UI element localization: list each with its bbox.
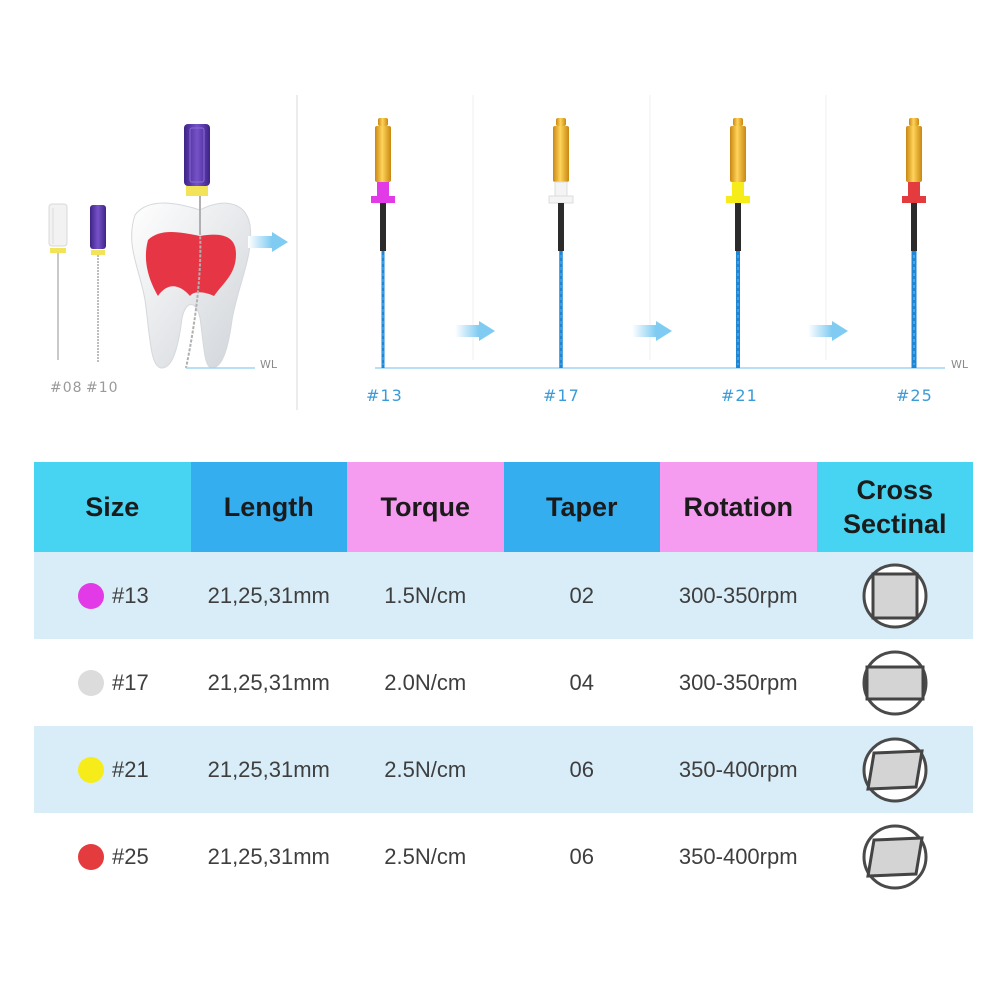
parallelogram-cross-section-icon bbox=[862, 824, 928, 889]
table-row: #25 21,25,31mm 2.5N/cm 06 350-400rpm bbox=[34, 813, 973, 900]
table-row: #21 21,25,31mm 2.5N/cm 06 350-400rpm bbox=[34, 726, 973, 813]
torque-cell: 2.5N/cm bbox=[384, 843, 467, 869]
arrow-icon bbox=[455, 321, 495, 341]
header-taper: Taper bbox=[503, 462, 660, 552]
cross-section-cell bbox=[817, 726, 974, 813]
header-length: Length bbox=[190, 462, 347, 552]
taper-cell: 04 bbox=[569, 669, 594, 695]
hand-file-10-icon bbox=[90, 205, 106, 362]
size-color-dot bbox=[78, 582, 104, 609]
taper-cell: 06 bbox=[569, 843, 594, 869]
rotation-cell: 350-400rpm bbox=[678, 756, 798, 782]
size-value: #17 bbox=[112, 669, 149, 695]
rotation-cell: 350-400rpm bbox=[678, 843, 798, 869]
size-cell: #17 bbox=[34, 639, 191, 726]
cross-section-cell bbox=[817, 552, 974, 639]
size-value: #13 bbox=[112, 582, 149, 608]
size-color-dot bbox=[78, 843, 104, 870]
size-cell: #25 bbox=[34, 813, 191, 900]
rotary-file-17-icon bbox=[548, 118, 574, 368]
taper-cell: 02 bbox=[569, 582, 594, 608]
header-rotation: Rotation bbox=[660, 462, 817, 552]
table-row: #17 21,25,31mm 2.0N/cm 04 300-350rpm bbox=[34, 639, 973, 726]
rotation-cell: 300-350rpm bbox=[678, 582, 798, 608]
torque-cell: 2.0N/cm bbox=[384, 669, 467, 695]
torque-cell: 1.5N/cm bbox=[384, 582, 467, 608]
arrow-icon bbox=[632, 321, 672, 341]
file-illustration: #08 #10 WL WL #13 #17 #21 #25 bbox=[0, 0, 1000, 440]
rotary-file-label: #13 bbox=[366, 386, 403, 405]
rotary-file-label: #25 bbox=[896, 386, 933, 405]
header-cross-section: Cross Sectinal bbox=[816, 462, 973, 552]
size-color-dot bbox=[78, 756, 104, 783]
header-size: Size bbox=[34, 462, 191, 552]
cross-section-cell bbox=[817, 639, 974, 726]
rectangle-cross-section-icon bbox=[862, 650, 928, 715]
rotary-file-label: #21 bbox=[721, 386, 758, 405]
cross-section-cell bbox=[817, 813, 974, 900]
taper-cell: 06 bbox=[569, 756, 594, 782]
length-cell: 21,25,31mm bbox=[207, 756, 330, 782]
header-torque: Torque bbox=[347, 462, 504, 552]
illustration-svg bbox=[48, 95, 945, 410]
size-cell: #21 bbox=[34, 726, 191, 813]
hand-file-08-icon bbox=[48, 203, 68, 360]
parallelogram-cross-section-icon bbox=[862, 737, 928, 802]
arrow-icon bbox=[248, 232, 288, 252]
size-cell: #13 bbox=[34, 552, 191, 639]
length-cell: 21,25,31mm bbox=[207, 582, 330, 608]
spec-table: Size Length Torque Taper Rotation Cross … bbox=[34, 462, 973, 900]
rotation-cell: 300-350rpm bbox=[678, 669, 798, 695]
size-color-dot bbox=[78, 669, 104, 696]
size-value: #25 bbox=[112, 843, 149, 869]
rotary-file-label: #17 bbox=[543, 386, 580, 405]
table-row: #13 21,25,31mm 1.5N/cm 02 300-350rpm bbox=[34, 552, 973, 639]
wl-label: WL bbox=[260, 358, 278, 371]
hand-file-label: #08 bbox=[50, 380, 83, 396]
hand-file-label: #10 bbox=[86, 380, 119, 396]
rotary-file-13-icon bbox=[371, 118, 395, 368]
torque-cell: 2.5N/cm bbox=[384, 756, 467, 782]
arrow-icon bbox=[808, 321, 848, 341]
table-header: Size Length Torque Taper Rotation Cross … bbox=[34, 462, 973, 552]
tooth-icon bbox=[131, 124, 255, 369]
square-cross-section-icon bbox=[862, 563, 928, 628]
length-cell: 21,25,31mm bbox=[207, 843, 330, 869]
length-cell: 21,25,31mm bbox=[207, 669, 330, 695]
rotary-file-25-icon bbox=[902, 118, 926, 368]
wl-label: WL bbox=[951, 358, 969, 371]
rotary-file-21-icon bbox=[726, 118, 750, 368]
size-value: #21 bbox=[112, 756, 149, 782]
